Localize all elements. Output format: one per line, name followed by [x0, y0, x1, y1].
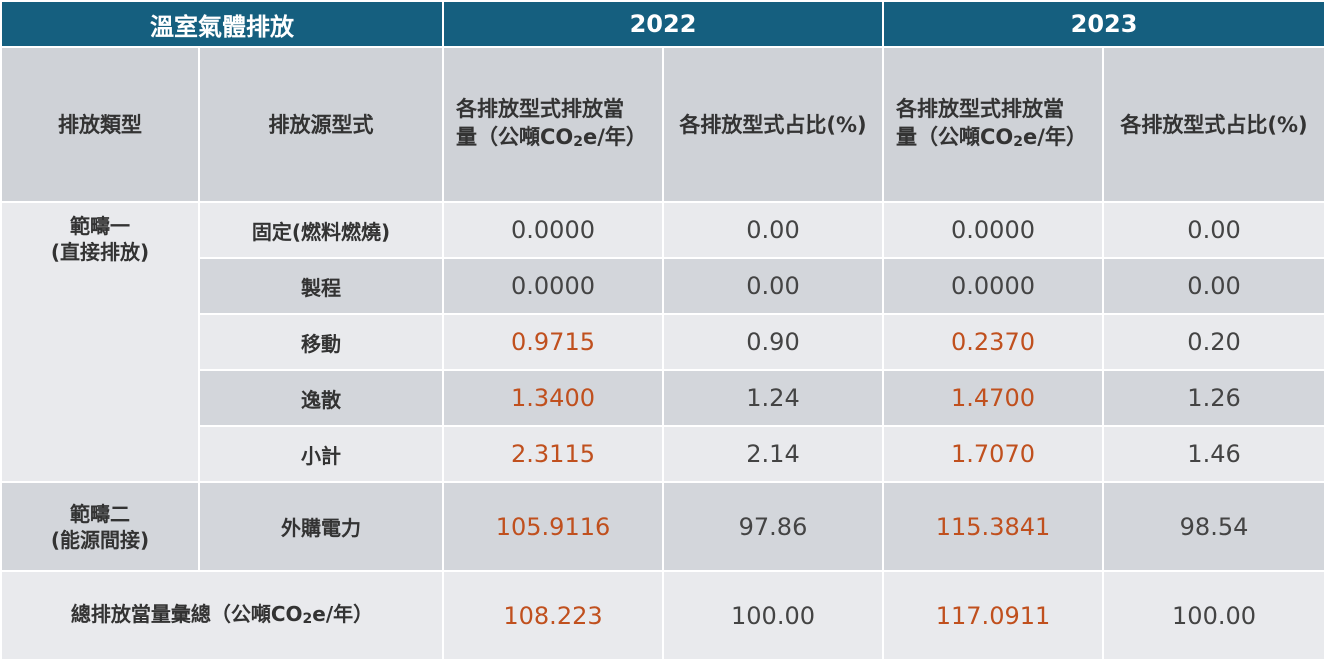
amount-2022-cell: 0.9715 [444, 315, 662, 369]
amount-2023-cell: 1.7070 [884, 427, 1103, 481]
share-2023-cell: 0.20 [1104, 315, 1324, 369]
share-2023-cell: 0.00 [1104, 259, 1324, 313]
year-2023-header: 2023 [884, 2, 1324, 46]
source-cell: 固定(燃料燃燒) [200, 203, 442, 257]
scope1-label-line1: 範疇一 [70, 214, 130, 238]
total-share-2022: 100.00 [664, 572, 883, 659]
amount-header-line2-suffix: e/年） [583, 125, 647, 149]
amount-header-line2-suffix: e/年） [1023, 125, 1087, 149]
total-label-prefix: 總排放當量彙總（公噸CO [70, 602, 303, 626]
total-row: 總排放當量彙總（公噸CO2e/年） 108.223 100.00 117.091… [2, 572, 1324, 659]
amount-2023-cell: 115.3841 [884, 483, 1103, 570]
total-label: 總排放當量彙總（公噸CO2e/年） [2, 572, 442, 659]
table-row: 小計 2.3115 2.14 1.7070 1.46 [2, 427, 1324, 481]
emission-category-header: 排放類型 [2, 48, 198, 201]
category-title: 溫室氣體排放 [2, 2, 442, 46]
amount-2023-header: 各排放型式排放當 量（公噸CO2e/年） [884, 48, 1103, 201]
share-2022-cell: 2.14 [664, 427, 883, 481]
table-header-row: 溫室氣體排放 2022 2023 [2, 2, 1324, 46]
amount-2023-cell: 0.0000 [884, 259, 1103, 313]
source-cell: 移動 [200, 315, 442, 369]
share-2022-cell: 1.24 [664, 371, 883, 425]
share-2022-cell: 0.00 [664, 259, 883, 313]
amount-2022-cell: 0.0000 [444, 259, 662, 313]
table-row: 移動 0.9715 0.90 0.2370 0.20 [2, 315, 1324, 369]
amount-header-subscript: 2 [1013, 134, 1024, 150]
table-row: 製程 0.0000 0.00 0.0000 0.00 [2, 259, 1324, 313]
source-cell: 外購電力 [200, 483, 442, 570]
scope2-label: 範疇二 (能源間接) [2, 483, 198, 570]
share-2023-cell: 1.46 [1104, 427, 1324, 481]
amount-header-line1: 各排放型式排放當 [896, 97, 1065, 121]
year-2022-header: 2022 [444, 2, 883, 46]
share-2023-cell: 98.54 [1104, 483, 1324, 570]
source-cell: 製程 [200, 259, 442, 313]
share-2022-cell: 0.90 [664, 315, 883, 369]
amount-header-line1: 各排放型式排放當 [456, 97, 624, 121]
amount-2022-cell: 0.0000 [444, 203, 662, 257]
scope1-label: 範疇一 (直接排放) [2, 203, 198, 481]
amount-header-line2-prefix: 量（公噸CO [896, 125, 1014, 149]
share-2023-cell: 0.00 [1104, 203, 1324, 257]
share-2022-cell: 97.86 [664, 483, 883, 570]
total-label-suffix: e/年） [312, 602, 374, 626]
amount-2022-cell: 2.3115 [444, 427, 662, 481]
amount-2023-cell: 0.2370 [884, 315, 1103, 369]
source-cell: 小計 [200, 427, 442, 481]
amount-2022-cell: 105.9116 [444, 483, 662, 570]
share-2022-header: 各排放型式占比(%) [664, 48, 883, 201]
amount-header-subscript: 2 [573, 134, 584, 150]
share-2023-header: 各排放型式占比(%) [1104, 48, 1324, 201]
emission-source-header: 排放源型式 [200, 48, 442, 201]
source-cell: 逸散 [200, 371, 442, 425]
total-amount-2022: 108.223 [444, 572, 662, 659]
scope2-label-line2: (能源間接) [50, 527, 150, 552]
table-row: 範疇二 (能源間接) 外購電力 105.9116 97.86 115.3841 … [2, 483, 1324, 570]
table-row: 逸散 1.3400 1.24 1.4700 1.26 [2, 371, 1324, 425]
total-amount-2023: 117.0911 [884, 572, 1103, 659]
amount-2023-cell: 1.4700 [884, 371, 1103, 425]
table-row: 範疇一 (直接排放) 固定(燃料燃燒) 0.0000 0.00 0.0000 0… [2, 203, 1324, 481]
scope1-label-line2: (直接排放) [50, 240, 150, 264]
scope2-label-line1: 範疇二 [70, 501, 130, 526]
share-2022-cell: 0.00 [664, 203, 883, 257]
total-label-subscript: 2 [302, 611, 313, 627]
amount-2023-cell: 0.0000 [884, 203, 1103, 257]
amount-2022-header: 各排放型式排放當 量（公噸CO2e/年） [444, 48, 662, 201]
amount-header-line2-prefix: 量（公噸CO [456, 125, 574, 149]
amount-2022-cell: 1.3400 [444, 371, 662, 425]
column-header-row: 排放類型 排放源型式 各排放型式排放當 量（公噸CO2e/年） 各排放型式占比(… [2, 48, 1324, 201]
share-2023-cell: 1.26 [1104, 371, 1324, 425]
total-share-2023: 100.00 [1104, 572, 1324, 659]
